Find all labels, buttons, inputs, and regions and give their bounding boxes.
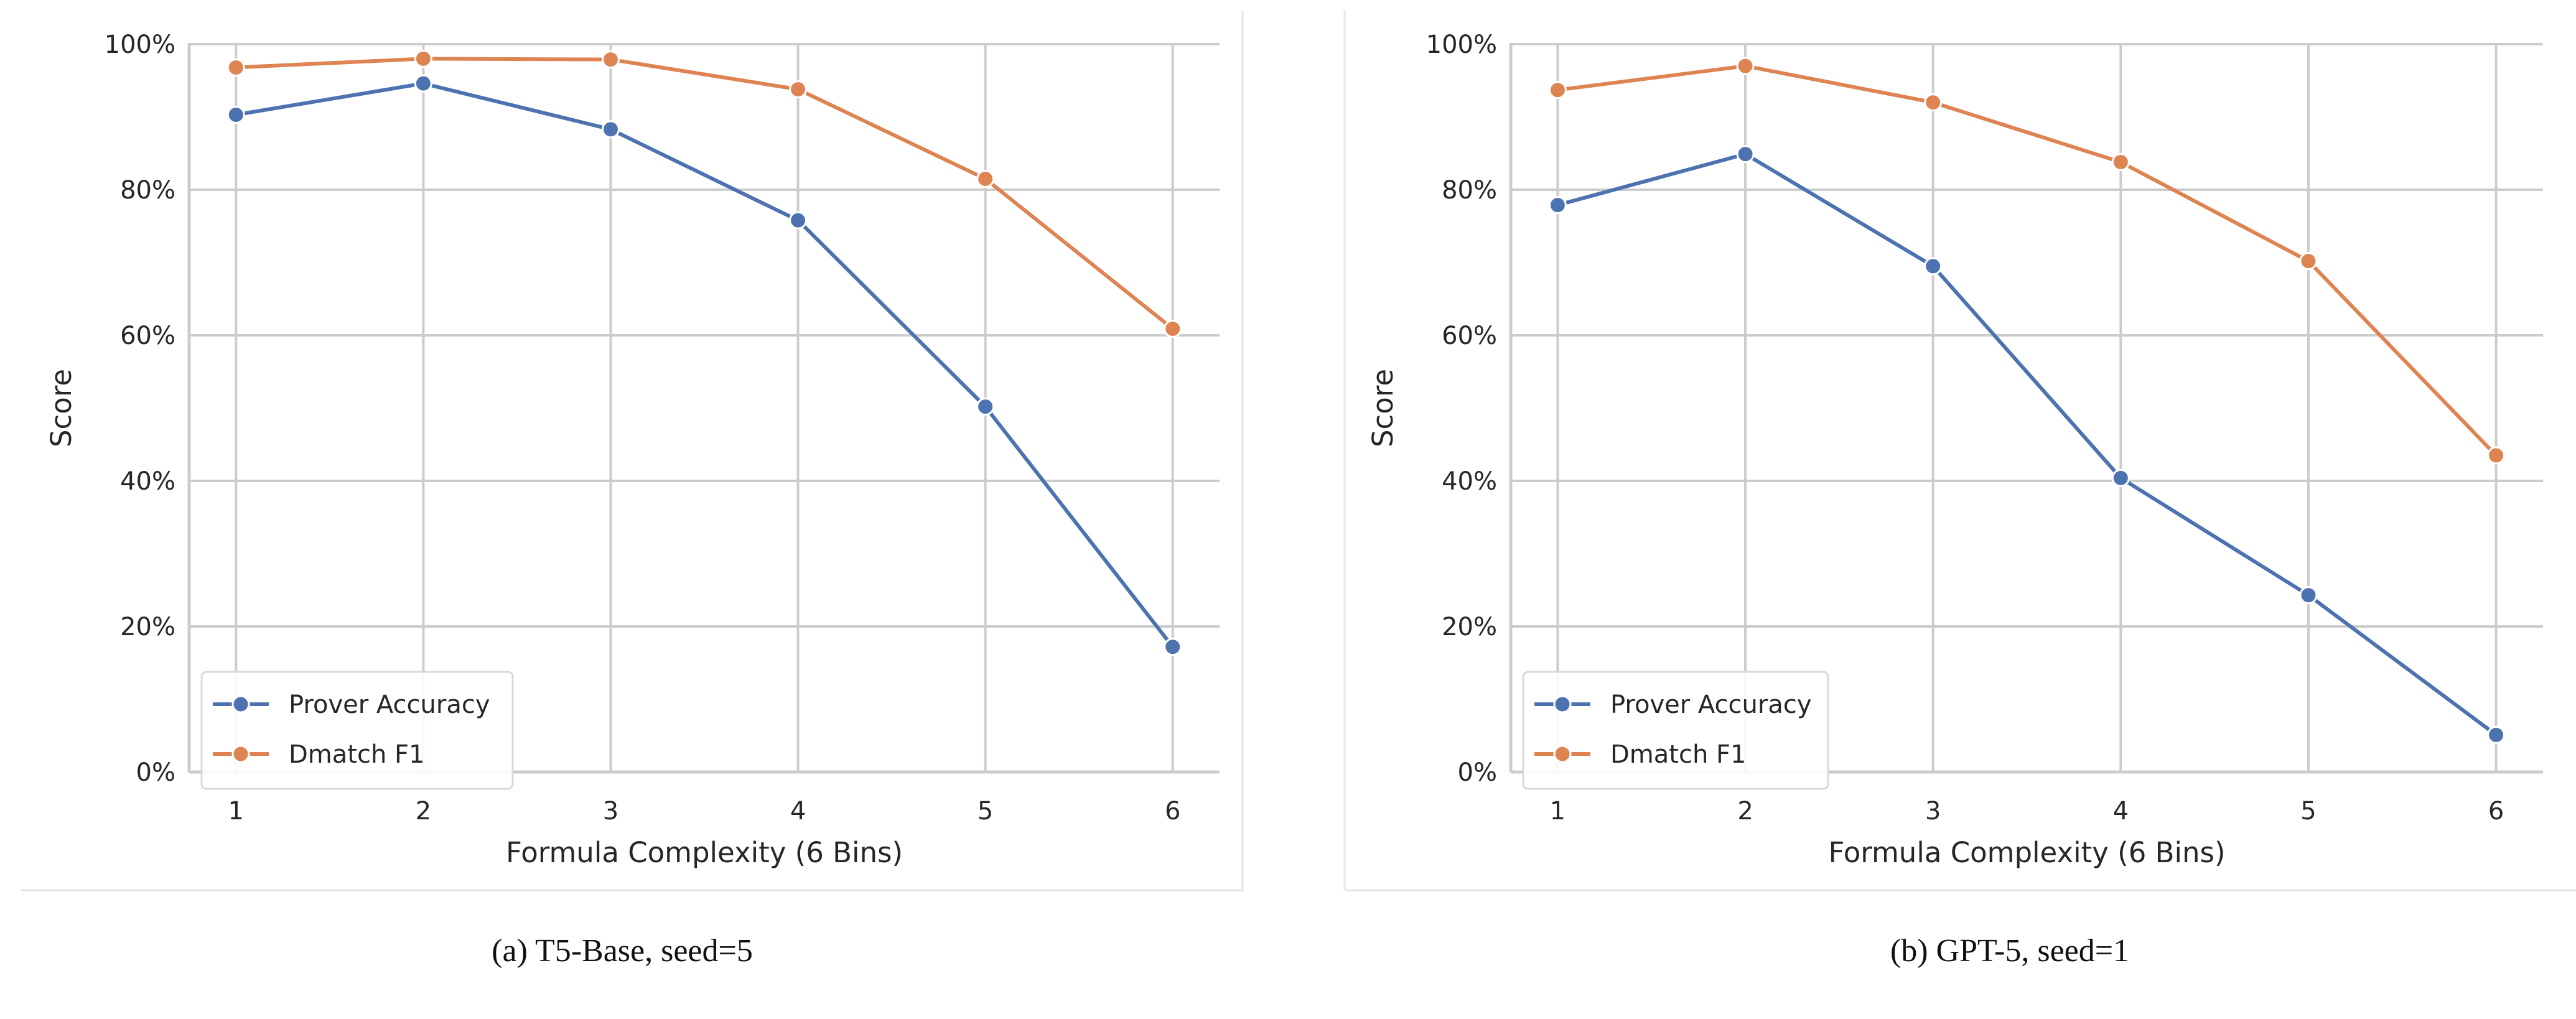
x-tick-label: 5 xyxy=(978,797,993,826)
data-point xyxy=(226,105,245,124)
data-point xyxy=(2111,153,2130,172)
data-point xyxy=(1548,196,1567,215)
y-tick-label: 80% xyxy=(120,176,175,205)
series-line xyxy=(1557,64,2498,457)
legend-label: Prover Accuracy xyxy=(289,691,490,719)
x-tick-label: 5 xyxy=(2300,797,2316,826)
data-point xyxy=(789,80,808,99)
data-point xyxy=(414,49,432,68)
series-line xyxy=(1557,152,2498,737)
legend: Prover Accuracy Dmatch F1 xyxy=(1522,671,1829,790)
x-tick-label: 3 xyxy=(603,797,618,826)
legend-dot-marker xyxy=(231,695,250,714)
series-dmatch-f1 xyxy=(1548,57,2506,465)
series-dmatch-f1 xyxy=(226,49,1182,338)
y-tick-label: 20% xyxy=(1442,613,1497,641)
x-axis-label: Formula Complexity (6 Bins) xyxy=(506,836,903,869)
data-point xyxy=(1736,145,1755,164)
figure-caption: (a) T5-Base, seed=5 xyxy=(492,933,753,969)
y-tick-label: 80% xyxy=(1442,176,1497,205)
legend-label: Dmatch F1 xyxy=(1610,740,1746,769)
data-point xyxy=(414,74,432,93)
x-tick-label: 3 xyxy=(1925,797,1941,826)
y-tick-label: 40% xyxy=(1442,467,1497,496)
y-axis-label: Score xyxy=(1366,369,1399,447)
data-point xyxy=(2299,586,2318,605)
y-tick-label: 20% xyxy=(120,613,175,641)
x-tick-label: 6 xyxy=(2488,797,2504,826)
legend-frame xyxy=(200,671,514,790)
data-point xyxy=(2487,725,2506,744)
x-tick-label: 2 xyxy=(416,797,431,826)
data-point xyxy=(1924,257,1943,276)
y-tick-label: 100% xyxy=(105,30,175,59)
legend-dot-marker xyxy=(1553,745,1572,763)
x-tick-label: 4 xyxy=(2113,797,2129,826)
data-point xyxy=(976,169,995,188)
data-point xyxy=(2487,446,2506,465)
legend: Prover Accuracy Dmatch F1 xyxy=(200,671,514,790)
data-point xyxy=(1164,319,1182,338)
data-point xyxy=(1736,57,1755,75)
y-tick-label: 40% xyxy=(120,467,175,496)
y-tick-label: 0% xyxy=(1458,758,1497,787)
chart-panel-b: 0% 20% 40% 60% 80% 100% 1 2 3 4 5 6 Formula Complexi… xyxy=(1343,11,2576,969)
data-point xyxy=(1164,638,1182,656)
x-tick-label: 1 xyxy=(1550,797,1566,826)
data-point xyxy=(789,211,808,230)
y-tick-label: 100% xyxy=(1426,30,1497,59)
data-point xyxy=(226,58,245,77)
data-point xyxy=(2299,252,2318,271)
legend-label: Dmatch F1 xyxy=(289,740,424,769)
data-point xyxy=(601,120,620,139)
data-point xyxy=(2111,468,2130,487)
y-tick-label: 60% xyxy=(1442,322,1497,350)
x-tick-label: 1 xyxy=(228,797,244,826)
data-point xyxy=(1924,93,1943,112)
series-line xyxy=(236,57,1174,330)
y-tick-label: 0% xyxy=(136,758,175,787)
x-tick-label: 4 xyxy=(790,797,806,826)
series-prover-accuracy xyxy=(226,74,1182,656)
figure-caption: (b) GPT-5, seed=1 xyxy=(1890,933,2129,969)
legend-dot-marker xyxy=(231,745,250,763)
legend-dot-marker xyxy=(1553,695,1572,714)
x-tick-label: 6 xyxy=(1165,797,1180,826)
legend-frame xyxy=(1522,671,1829,790)
legend-label: Prover Accuracy xyxy=(1610,691,1812,719)
chart-panel-a: 0% 20% 40% 60% 80% 100% 1 2 3 4 5 6 Formula Complexi… xyxy=(21,11,1244,969)
data-point xyxy=(1548,81,1567,100)
series-prover-accuracy xyxy=(1548,145,2506,744)
data-point xyxy=(976,398,995,416)
y-tick-label: 60% xyxy=(120,322,175,350)
x-tick-label: 2 xyxy=(1737,797,1753,826)
data-point xyxy=(601,50,620,69)
x-axis-label: Formula Complexity (6 Bins) xyxy=(1828,836,2225,869)
y-axis-label: Score xyxy=(45,369,78,447)
series-line xyxy=(235,81,1175,648)
